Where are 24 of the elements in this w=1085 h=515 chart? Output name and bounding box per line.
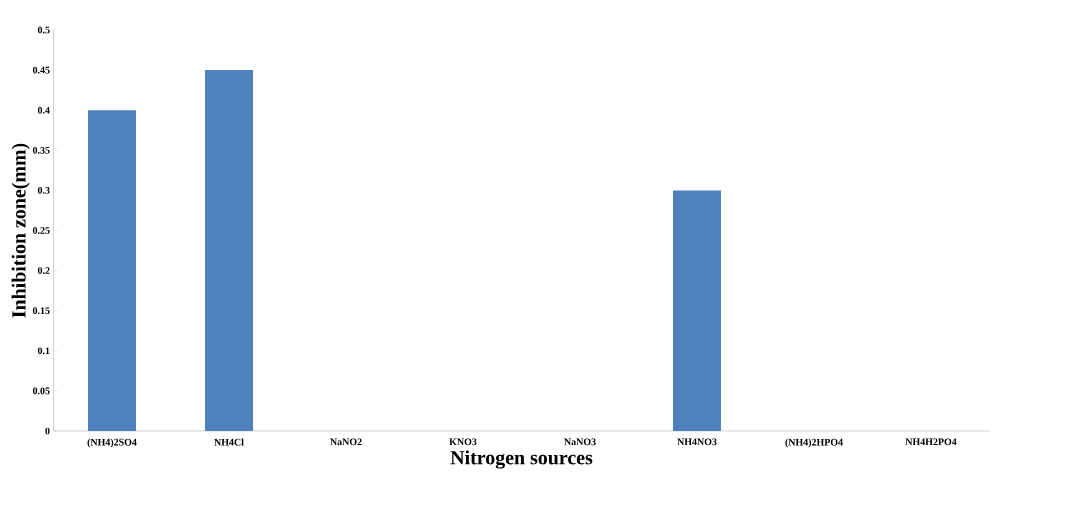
x-tick-label: NH4H2PO4 xyxy=(905,438,957,446)
y-tick-label: 0.1 xyxy=(37,347,50,355)
x-tick-label: NaNO3 xyxy=(564,438,596,446)
y-tick-label: 0.25 xyxy=(32,227,50,234)
bar xyxy=(205,70,253,431)
y-tick-label: 0.4 xyxy=(37,106,50,114)
y-tick-label: 0.5 xyxy=(37,26,50,34)
y-tick-label: 0 xyxy=(45,427,50,435)
y-tick-label: 0.3 xyxy=(37,187,50,194)
bar xyxy=(88,110,136,431)
y-tick-label: 0.05 xyxy=(32,387,50,395)
x-tick-label: NaNO2 xyxy=(330,438,362,446)
x-tick-label: KNO3 xyxy=(449,438,477,446)
x-tick-label: NH4NO3 xyxy=(677,438,717,446)
x-axis-title: Nitrogen sources xyxy=(450,450,593,469)
x-tick-label: (NH4)2SO4 xyxy=(87,438,137,448)
y-tick-label: 0.35 xyxy=(32,146,50,154)
x-tick-label: (NH4)2HPO4 xyxy=(785,438,843,448)
bar xyxy=(673,190,721,431)
y-tick-label: 0.15 xyxy=(32,307,50,315)
y-tick-label: 0.2 xyxy=(37,267,50,274)
y-axis-title: Inhibition zone(mm) xyxy=(11,143,30,318)
x-tick-label: NH4Cl xyxy=(214,438,244,446)
y-tick-label: 0.45 xyxy=(32,66,50,74)
